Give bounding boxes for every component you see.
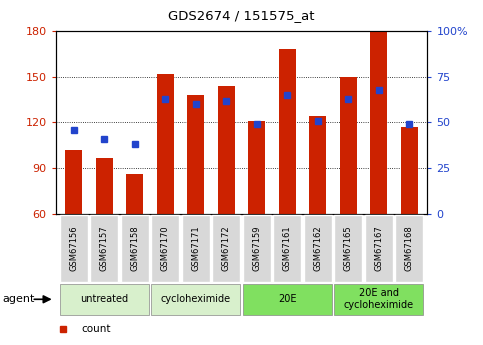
Bar xyxy=(90,215,118,282)
Text: agent: agent xyxy=(2,294,35,304)
Text: GSM67172: GSM67172 xyxy=(222,226,231,271)
Bar xyxy=(243,284,332,315)
Text: GDS2674 / 151575_at: GDS2674 / 151575_at xyxy=(168,9,315,22)
Bar xyxy=(370,31,387,214)
Bar xyxy=(309,116,326,214)
Bar xyxy=(365,215,393,282)
Text: GSM67171: GSM67171 xyxy=(191,226,200,271)
Text: GSM67157: GSM67157 xyxy=(100,226,109,271)
Bar xyxy=(395,215,423,282)
Text: GSM67167: GSM67167 xyxy=(374,226,383,271)
Bar xyxy=(151,215,179,282)
Bar xyxy=(279,49,296,214)
Text: 20E and
cycloheximide: 20E and cycloheximide xyxy=(343,288,414,310)
Bar xyxy=(60,284,149,315)
Bar xyxy=(121,215,149,282)
Bar xyxy=(340,77,356,214)
Text: GSM67156: GSM67156 xyxy=(70,226,78,271)
Bar xyxy=(243,215,271,282)
Bar xyxy=(212,215,240,282)
Bar xyxy=(401,127,417,214)
Text: GSM67161: GSM67161 xyxy=(283,226,292,271)
Bar xyxy=(96,158,113,214)
Bar xyxy=(218,86,235,214)
Bar xyxy=(60,215,88,282)
Text: untreated: untreated xyxy=(80,294,128,304)
Text: cycloheximide: cycloheximide xyxy=(161,294,231,304)
Bar xyxy=(273,215,301,282)
Bar xyxy=(182,215,210,282)
Bar xyxy=(66,150,82,214)
Bar xyxy=(127,174,143,214)
Text: GSM67158: GSM67158 xyxy=(130,226,139,271)
Text: GSM67168: GSM67168 xyxy=(405,226,413,271)
Text: GSM67159: GSM67159 xyxy=(252,226,261,271)
Text: 20E: 20E xyxy=(278,294,297,304)
Bar xyxy=(151,284,240,315)
Text: GSM67165: GSM67165 xyxy=(344,226,353,271)
Bar xyxy=(334,215,362,282)
Bar xyxy=(334,284,423,315)
Text: count: count xyxy=(82,325,111,334)
Bar xyxy=(248,121,265,214)
Bar xyxy=(157,74,174,214)
Text: GSM67162: GSM67162 xyxy=(313,226,322,271)
Bar xyxy=(304,215,332,282)
Text: GSM67170: GSM67170 xyxy=(161,226,170,271)
Bar xyxy=(187,95,204,214)
